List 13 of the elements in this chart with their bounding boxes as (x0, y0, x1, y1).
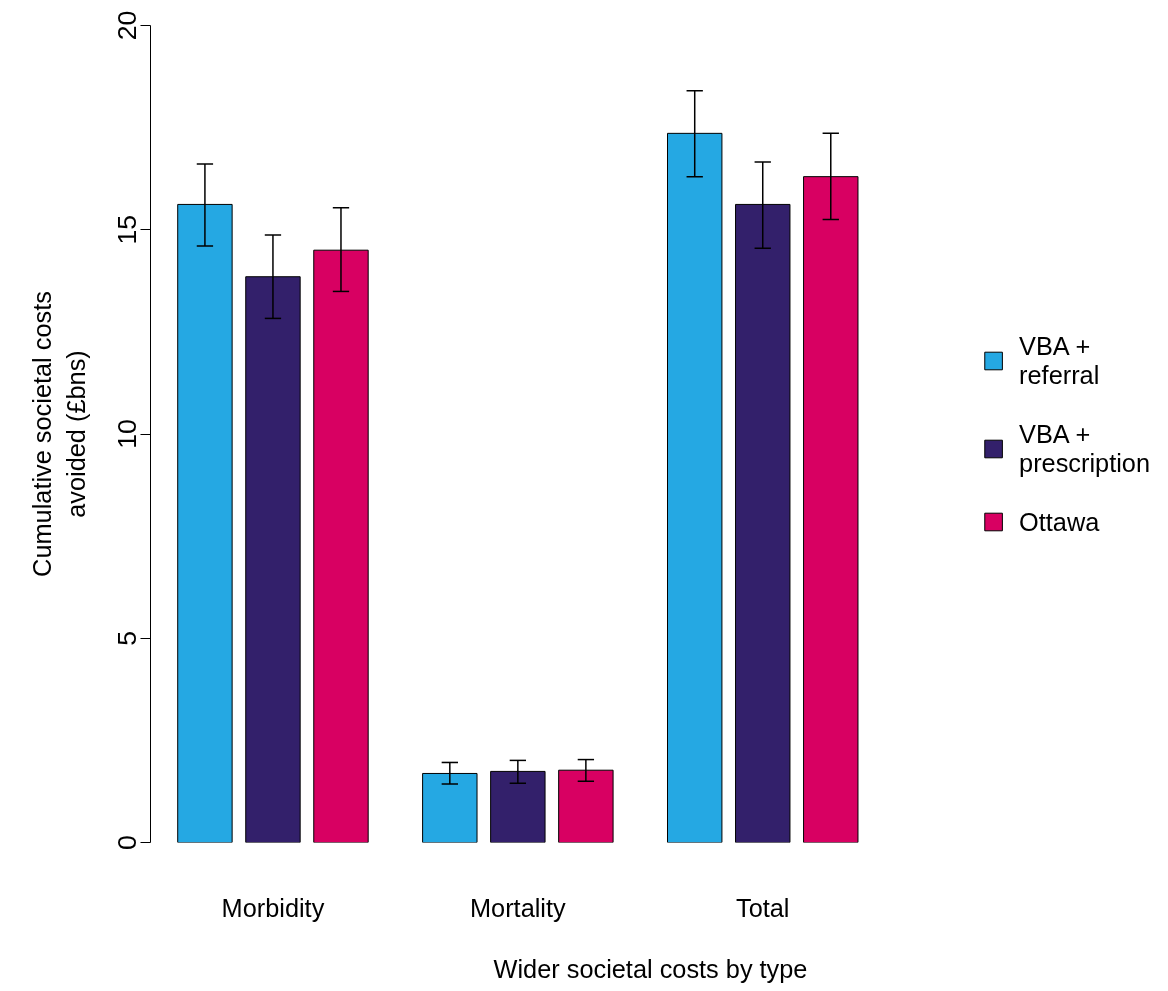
legend-label: VBA + referral (1019, 331, 1100, 389)
x-tick-label: Total (735, 893, 790, 922)
y-tick-label: 10 (111, 419, 142, 449)
x-axis-title: Wider societal costs by type (493, 954, 808, 983)
legend-label: VBA + prescription (1019, 419, 1150, 477)
x-tick-label: Morbidity (221, 893, 325, 922)
y-tick-label: 5 (111, 630, 142, 646)
y-axis-title: Cumulative societal costs avoided (£bns) (27, 291, 90, 577)
y-tick-label: 15 (111, 214, 142, 245)
x-tick-label: Mortality (470, 893, 567, 922)
y-tick-label: 0 (111, 835, 142, 850)
legend-label: Ottawa (1019, 507, 1100, 536)
y-tick-label: 20 (111, 10, 142, 41)
